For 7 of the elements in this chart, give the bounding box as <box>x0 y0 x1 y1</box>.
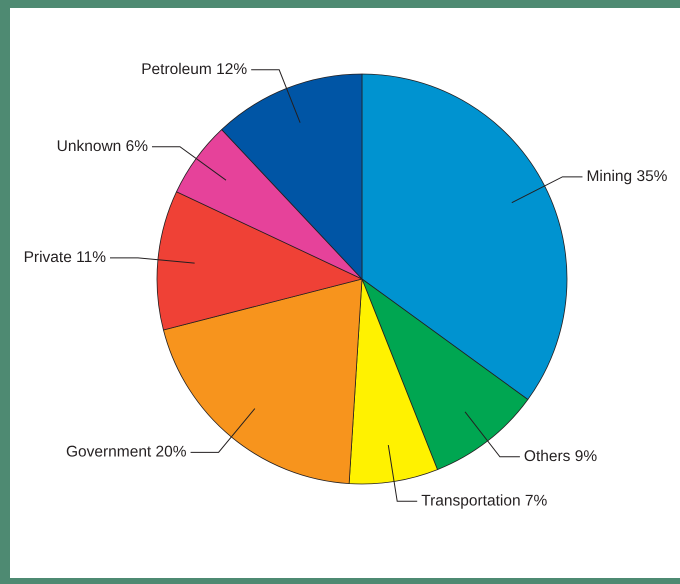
slice-label: Private 11% <box>24 249 106 266</box>
slice-label: Mining 35% <box>586 168 668 186</box>
slice-label: Others 9% <box>524 448 598 466</box>
slice-label: Petroleum 12% <box>141 61 248 78</box>
slice-label: Government 20% <box>66 444 187 461</box>
slice-label: Transportation 7% <box>421 492 548 510</box>
slice-label: Unknown 6% <box>56 138 148 156</box>
